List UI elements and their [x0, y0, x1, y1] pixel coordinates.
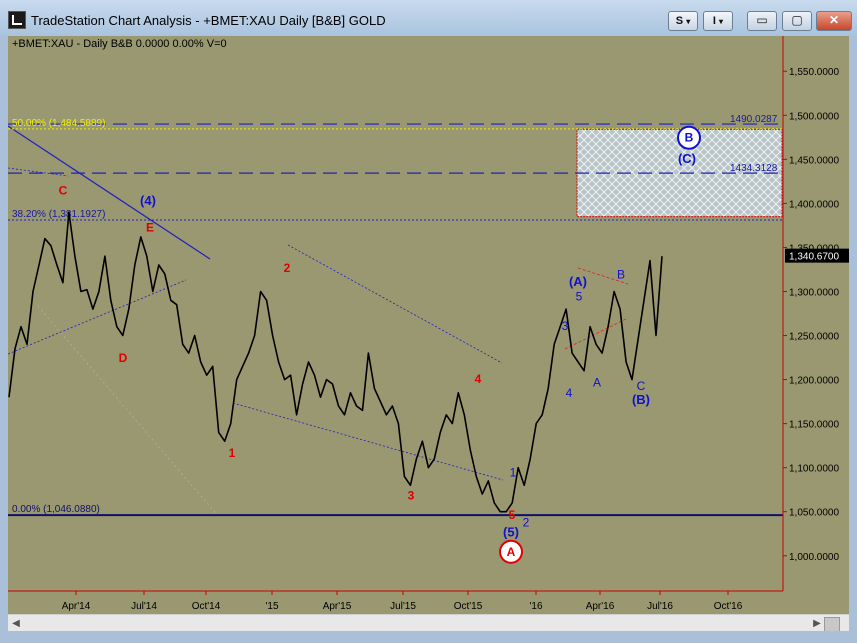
price-series: [8, 211, 663, 513]
chevron-down-icon: ▾: [719, 17, 724, 26]
channel-lower-line: [232, 402, 504, 481]
time-tick-label: Oct'16: [714, 601, 743, 612]
fib-level-label: 38.20% (1,381.1927): [12, 209, 105, 220]
close-button[interactable]: ✕: [816, 11, 852, 31]
chevron-down-icon: ▾: [686, 17, 691, 26]
price-tick-label: 1,200.0000: [789, 376, 839, 387]
time-tick-label: Oct'15: [454, 601, 483, 612]
wave-label: B: [685, 131, 694, 145]
wave-label: (C): [678, 151, 696, 166]
wave-label: 1: [510, 465, 517, 479]
price-tick-label: 1,050.0000: [789, 508, 839, 519]
price-tick-label: 1,100.0000: [789, 464, 839, 475]
price-tick-label: 1,550.0000: [789, 67, 839, 78]
horizontal-scrollbar[interactable]: ◀ ▶: [8, 614, 849, 633]
wave-label: 3: [408, 488, 415, 502]
price-tick-label: 1,250.0000: [789, 332, 839, 343]
chart-area[interactable]: 1490.0287 1434.3128 50.00% (1,484.5889) 38.…: [7, 36, 849, 632]
wave-label: B: [617, 267, 625, 281]
wave-circle: [499, 539, 523, 564]
wave-label: (5): [503, 524, 519, 539]
wave-a-lower-line: [564, 318, 627, 350]
wave-label: (A): [569, 274, 587, 289]
info-button-label: I: [712, 15, 716, 27]
time-tick-label: Apr'14: [62, 601, 91, 612]
chart-header: +BMET:XAU - Daily B&B 0.0000 0.00% V=0: [12, 38, 227, 50]
wave-label: E: [146, 221, 154, 235]
price-tick-label: 1,450.0000: [789, 155, 839, 166]
wave-label: 2: [523, 516, 530, 530]
window-title: TradeStation Chart Analysis - +BMET:XAU …: [31, 13, 386, 28]
price-axis: 1,550.0000 1,500.0000 1,450.0000 1,400.0000…: [783, 67, 849, 563]
last-price-label: 1,340.6700: [789, 252, 839, 263]
price-chart[interactable]: 1490.0287 1434.3128 50.00% (1,484.5889) 38.…: [7, 36, 849, 614]
chart-background: [8, 36, 849, 614]
channel-upper-line: [287, 244, 503, 364]
wave-label: 3: [562, 319, 569, 333]
time-tick-label: Jul'16: [647, 601, 673, 612]
level-value-label: 1434.3128: [730, 163, 778, 174]
window-bottom-border: [8, 631, 849, 643]
wave-label: C: [637, 379, 646, 393]
wave-label: 1: [229, 446, 236, 460]
time-tick-label: Oct'14: [192, 601, 221, 612]
scroll-right-arrow-icon[interactable]: ▶: [813, 618, 821, 629]
price-tick-label: 1,000.0000: [789, 552, 839, 563]
wave-label: 4: [475, 372, 482, 386]
minimize-button[interactable]: ▭: [747, 11, 777, 31]
wave-label: 5: [576, 289, 583, 303]
wave-label: 2: [284, 261, 291, 275]
time-tick-label: '16: [529, 601, 542, 612]
resistance-trendline: [7, 125, 211, 260]
maximize-button[interactable]: ▢: [782, 11, 812, 31]
fib-level-label: 0.00% (1,046.0880): [12, 504, 100, 515]
time-tick-label: '15: [265, 601, 278, 612]
time-axis: Apr'14 Jul'14 Oct'14 '15 Apr'15 Jul'15 Oct'15 '…: [8, 590, 783, 612]
fib-levels: 1490.0287 1434.3128 50.00% (1,484.5889) 38.…: [8, 114, 783, 517]
price-tick-label: 1,150.0000: [789, 420, 839, 431]
last-price-marker: [785, 248, 849, 263]
time-tick-label: Jul'14: [131, 601, 157, 612]
wave-circle: [677, 125, 701, 150]
close-icon: ✕: [828, 13, 840, 27]
wave-label: 4: [566, 386, 573, 400]
price-line: [8, 211, 663, 513]
wave-a-upper-line: [577, 267, 629, 285]
price-tick-label: 1,400.0000: [789, 199, 839, 210]
faint-diagonal-line: [37, 305, 219, 517]
wave-label: (B): [632, 392, 650, 407]
wave-label: A: [593, 376, 601, 390]
wave-label: C: [59, 184, 68, 198]
wave-label: D: [119, 351, 128, 365]
wave-label: (4): [140, 193, 156, 208]
style-dropdown-button[interactable]: S ▾: [668, 11, 698, 31]
tradestation-app-icon: [8, 11, 26, 29]
time-tick-label: Apr'16: [586, 601, 615, 612]
trend-lines: [7, 125, 629, 517]
wave-label: 5: [509, 508, 516, 522]
maximize-icon: ▢: [791, 13, 803, 27]
price-tick-label: 1,300.0000: [789, 287, 839, 298]
wave-label: A: [507, 545, 516, 559]
fib-level-label: 50.00% (1,484.5889): [12, 118, 105, 129]
support-trendline-lower: [7, 279, 187, 355]
title-bar[interactable]: TradeStation Chart Analysis - +BMET:XAU …: [0, 0, 857, 36]
time-tick-label: Jul'15: [390, 601, 416, 612]
info-dropdown-button[interactable]: I ▾: [703, 11, 733, 31]
price-tick-label: 1,500.0000: [789, 111, 839, 122]
time-tick-label: Apr'15: [323, 601, 352, 612]
scroll-left-arrow-icon[interactable]: ◀: [12, 618, 20, 629]
style-button-label: S: [675, 15, 684, 27]
scroll-thumb[interactable]: [824, 617, 840, 632]
minimize-icon: ▭: [756, 13, 768, 27]
level-value-label: 1490.0287: [730, 114, 778, 125]
